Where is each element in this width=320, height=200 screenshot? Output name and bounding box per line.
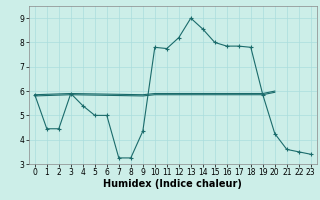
X-axis label: Humidex (Indice chaleur): Humidex (Indice chaleur) xyxy=(103,179,242,189)
